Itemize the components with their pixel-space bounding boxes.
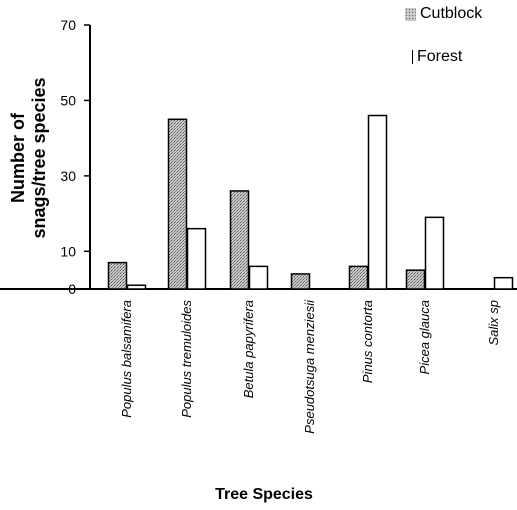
y-tick-label: 10 <box>60 243 76 259</box>
category-label: Salix sp <box>486 300 501 346</box>
legend-cutblock: Cutblock <box>405 5 482 23</box>
category-label: Pinus contorta <box>360 300 375 383</box>
bar-forest-2 <box>186 227 207 290</box>
category-label: Populus tremuloides <box>179 300 194 418</box>
legend-swatch-forest <box>412 50 413 64</box>
legend-swatch-cutblock <box>405 7 416 21</box>
bar-forest-5 <box>367 114 388 290</box>
bar-cutblock-4 <box>290 273 311 290</box>
y-tick-label: 30 <box>60 168 76 184</box>
category-label: Betula papyrifera <box>241 300 256 398</box>
legend-forest: Forest <box>412 48 462 66</box>
y-axis-label: Number ofsnags/tree species <box>8 77 49 238</box>
bar-forest-6 <box>424 216 445 290</box>
bar-forest-3 <box>248 265 269 290</box>
bar-forest-1 <box>126 284 147 290</box>
category-label: Pseudotsuga menziesii <box>302 299 317 434</box>
y-tick-label: 50 <box>60 92 76 108</box>
legend-label-cutblock: Cutblock <box>420 5 483 22</box>
bar-cutblock-5 <box>348 265 369 290</box>
category-label: Populus balsamifera <box>119 300 134 418</box>
x-axis-label: Tree Species <box>215 486 313 503</box>
legend-label-forest: Forest <box>417 48 463 65</box>
category-label: Picea glauca <box>417 300 432 374</box>
bar-cutblock-1 <box>107 261 128 290</box>
y-tick-label: 0 <box>68 281 76 297</box>
bar-cutblock-2 <box>167 118 188 290</box>
bar-cutblock-3 <box>229 190 250 290</box>
bar-cutblock-6 <box>405 269 426 290</box>
bar-forest-7 <box>493 276 514 290</box>
y-tick-label: 70 <box>60 17 76 33</box>
